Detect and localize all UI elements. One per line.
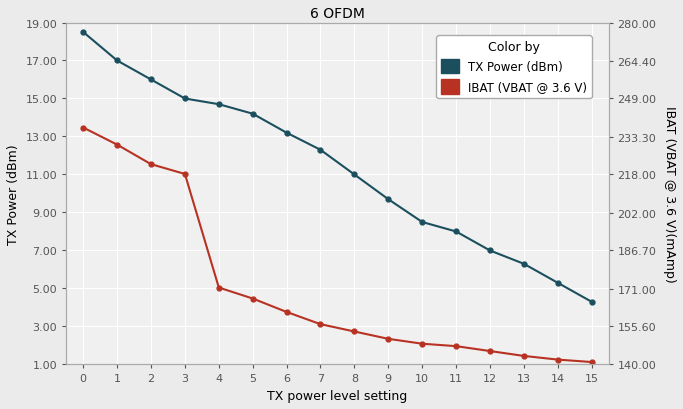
TX Power (dBm) [113,59,121,64]
Title: 6 OFDM: 6 OFDM [310,7,365,21]
TX Power (dBm) [283,131,291,136]
Legend: TX Power (dBm), IBAT (VBAT @ 3.6 V): TX Power (dBm), IBAT (VBAT @ 3.6 V) [436,36,592,99]
TX Power (dBm) [486,248,494,253]
IBAT (VBAT @ 3.6 V) [554,357,562,362]
TX Power (dBm) [350,173,359,178]
Y-axis label: IBAT (VBAT @ 3.6 V)(mAmp): IBAT (VBAT @ 3.6 V)(mAmp) [663,106,676,282]
TX Power (dBm) [249,112,257,117]
IBAT (VBAT @ 3.6 V) [520,354,528,359]
IBAT (VBAT @ 3.6 V) [486,349,494,354]
IBAT (VBAT @ 3.6 V) [316,322,324,327]
IBAT (VBAT @ 3.6 V) [283,310,291,315]
TX Power (dBm) [520,262,528,267]
IBAT (VBAT @ 3.6 V) [587,360,596,364]
Line: IBAT (VBAT @ 3.6 V): IBAT (VBAT @ 3.6 V) [81,126,594,364]
IBAT (VBAT @ 3.6 V) [350,329,359,334]
IBAT (VBAT @ 3.6 V) [147,162,155,167]
Y-axis label: TX Power (dBm): TX Power (dBm) [7,144,20,244]
TX Power (dBm) [384,197,392,202]
TX Power (dBm) [418,220,426,225]
TX Power (dBm) [147,78,155,83]
IBAT (VBAT @ 3.6 V) [452,344,460,349]
IBAT (VBAT @ 3.6 V) [418,342,426,346]
IBAT (VBAT @ 3.6 V) [214,285,223,290]
IBAT (VBAT @ 3.6 V) [181,172,189,177]
TX Power (dBm) [452,229,460,234]
IBAT (VBAT @ 3.6 V) [384,337,392,342]
IBAT (VBAT @ 3.6 V) [113,143,121,148]
TX Power (dBm) [587,299,596,304]
TX Power (dBm) [316,148,324,153]
TX Power (dBm) [214,103,223,108]
X-axis label: TX power level setting: TX power level setting [267,389,408,402]
Line: TX Power (dBm): TX Power (dBm) [81,31,594,304]
IBAT (VBAT @ 3.6 V) [79,126,87,130]
IBAT (VBAT @ 3.6 V) [249,297,257,301]
TX Power (dBm) [79,30,87,35]
TX Power (dBm) [181,97,189,102]
TX Power (dBm) [554,281,562,285]
